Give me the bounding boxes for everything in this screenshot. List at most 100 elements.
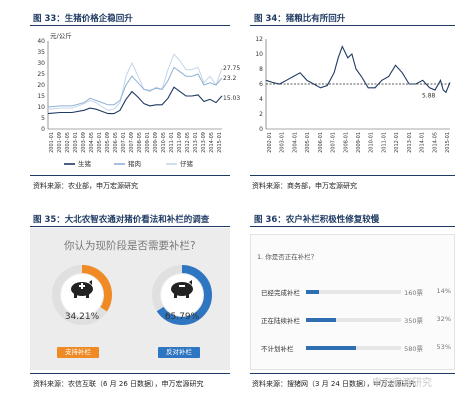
y-axis-label: 元/公斤 bbox=[50, 31, 72, 40]
x-tick-label: 2005-09 bbox=[105, 132, 111, 153]
chart33-title: 图 33：生猪价格企稳回升 bbox=[33, 14, 133, 24]
x-tick-label: 2014-01 bbox=[420, 132, 426, 153]
pig-plus-icon bbox=[71, 280, 93, 298]
legend-label: 猪肉 bbox=[128, 159, 141, 168]
poll-option-label: 不计划补栏 bbox=[261, 345, 294, 353]
chart35-source: 资料来源：农信互联（6 月 26 日数据），申万宏源研究 bbox=[33, 380, 204, 388]
x-tick-label: 2007-01 bbox=[121, 132, 127, 153]
x-tick-label: 2006-01 bbox=[318, 132, 324, 153]
poll-option-bar-fill bbox=[306, 346, 357, 350]
oppose-restock-button[interactable]: 反对补栏 bbox=[158, 347, 200, 358]
x-tick-label: 2011-01 bbox=[169, 132, 175, 153]
chart36-title: 图 36：农户补栏积极性修复较慢 bbox=[254, 215, 380, 225]
x-tick-label: 2003-09 bbox=[81, 132, 87, 153]
y-tick-label: 15 bbox=[37, 93, 45, 100]
legend-label: 生猪 bbox=[78, 159, 92, 168]
x-tick-label: 2013-09 bbox=[201, 132, 207, 153]
x-tick-label: 2009-01 bbox=[356, 132, 362, 153]
end-value-label: 27.75 bbox=[223, 65, 240, 72]
y-tick-label: 2 bbox=[259, 111, 263, 118]
pig-minus-icon bbox=[171, 280, 193, 298]
x-tick-label: 2013-01 bbox=[193, 132, 199, 153]
y-tick-label: 5 bbox=[41, 115, 45, 122]
poll-option-percent: 14% bbox=[436, 287, 451, 295]
donut-oppose-arc bbox=[152, 265, 212, 325]
donut-support-arc bbox=[52, 265, 112, 325]
y-tick-label: 25 bbox=[37, 71, 45, 78]
poll-option-label: 正在陆续补栏 bbox=[261, 317, 300, 325]
poll-question: 1. 你是否正在补栏？ bbox=[257, 253, 318, 261]
y-tick-label: 4 bbox=[259, 96, 263, 103]
poll-option-percent: 53% bbox=[436, 343, 451, 351]
x-tick-label: 2010-05 bbox=[161, 132, 167, 153]
chart34-source-rule bbox=[250, 175, 455, 176]
x-tick-label: 2014-05 bbox=[432, 132, 438, 153]
x-tick-label: 2010-01 bbox=[369, 132, 375, 153]
poll-option-bar bbox=[306, 290, 401, 294]
x-tick-label: 2001-01 bbox=[49, 132, 55, 153]
y-tick-label: 30 bbox=[37, 60, 45, 67]
y-tick-label: 12 bbox=[255, 36, 263, 43]
y-tick-label: 40 bbox=[37, 38, 45, 45]
chart36-title-rule bbox=[250, 226, 455, 227]
chart35-source-rule bbox=[30, 373, 230, 374]
y-tick-label: 6 bbox=[259, 81, 263, 88]
ratio-series-line bbox=[265, 45, 451, 94]
x-tick-label: 2007-01 bbox=[331, 132, 337, 153]
y-tick-label: 10 bbox=[37, 104, 45, 111]
x-tick-label: 2015-01 bbox=[445, 132, 451, 153]
y-tick-label: 35 bbox=[37, 49, 45, 56]
chart33-title-rule bbox=[30, 25, 230, 26]
chart34-title: 图 34：猪粮比有所回升 bbox=[254, 14, 346, 24]
x-tick-label: 2008-01 bbox=[343, 132, 349, 153]
x-tick-label: 2007-09 bbox=[129, 132, 135, 153]
x-tick-label: 2005-01 bbox=[97, 132, 103, 153]
survey-oppose-percent: 65.79% bbox=[164, 312, 200, 322]
x-tick-label: 2008-05 bbox=[137, 132, 143, 153]
annotation-label: 5.88 bbox=[422, 93, 436, 100]
poll-option-bar bbox=[306, 318, 401, 322]
x-tick-label: 2001-09 bbox=[57, 132, 63, 153]
poll-option-votes: 350票 bbox=[404, 317, 423, 325]
poll-option-bar-fill bbox=[306, 318, 337, 322]
y-tick-label: 20 bbox=[37, 82, 45, 89]
poll-option-bar-fill bbox=[306, 290, 320, 294]
x-tick-label: 2009-01 bbox=[145, 132, 151, 153]
x-tick-label: 2005-01 bbox=[305, 132, 311, 153]
series-line-1 bbox=[47, 66, 223, 108]
x-tick-label: 2011-01 bbox=[381, 132, 387, 153]
x-tick-label: 2003-01 bbox=[280, 132, 286, 153]
x-tick-label: 2003-01 bbox=[73, 132, 79, 153]
x-tick-label: 2009-09 bbox=[153, 132, 159, 153]
survey-support-percent: 34.21% bbox=[64, 312, 100, 322]
y-tick-label: 10 bbox=[255, 51, 263, 58]
y-tick-label: 0 bbox=[41, 126, 45, 133]
survey-card: 你认为现阶段是否需要补栏? 34.21% 支持补栏 65.79% 反对补栏 bbox=[30, 228, 230, 370]
chart34-source: 资料来源：商务部，申万宏源研究 bbox=[252, 182, 357, 190]
poll-option-votes: 580票 bbox=[404, 345, 423, 353]
x-tick-label: 2015-01 bbox=[217, 132, 223, 153]
poll-option-label: 已经完成补栏 bbox=[261, 289, 300, 297]
poll-option-votes: 160票 bbox=[404, 289, 423, 297]
survey-donut-support bbox=[52, 265, 112, 325]
x-tick-label: 2006-05 bbox=[113, 132, 119, 153]
poll-card: 1. 你是否正在补栏？ 已经完成补栏 160票 14% 正在陆续补栏 350票 … bbox=[250, 234, 455, 370]
chart34-title-rule bbox=[250, 25, 455, 26]
chart33-source: 资料来源：农业部，申万宏源研究 bbox=[33, 182, 138, 190]
watermark: 申万宏源研究 bbox=[372, 378, 432, 389]
chart35-title: 图 35：大北农智农通对猪价看法和补栏的调查 bbox=[33, 215, 210, 225]
x-tick-label: 2013-01 bbox=[407, 132, 413, 153]
support-restock-button[interactable]: 支持补栏 bbox=[57, 347, 99, 358]
survey-question: 你认为现阶段是否需要补栏? bbox=[64, 240, 196, 252]
series-line-2 bbox=[47, 53, 223, 111]
x-tick-label: 2012-01 bbox=[394, 132, 400, 153]
survey-donut-oppose bbox=[152, 265, 212, 325]
x-tick-label: 2004-05 bbox=[89, 132, 95, 153]
poll-option-bar bbox=[306, 346, 401, 350]
end-value-label: 15.03 bbox=[223, 95, 240, 102]
chart33-source-rule bbox=[30, 175, 230, 176]
y-tick-label: 0 bbox=[259, 126, 263, 133]
x-tick-label: 2004-01 bbox=[292, 132, 298, 153]
x-tick-label: 2002-05 bbox=[65, 132, 71, 153]
x-tick-label: 2012-05 bbox=[185, 132, 191, 153]
